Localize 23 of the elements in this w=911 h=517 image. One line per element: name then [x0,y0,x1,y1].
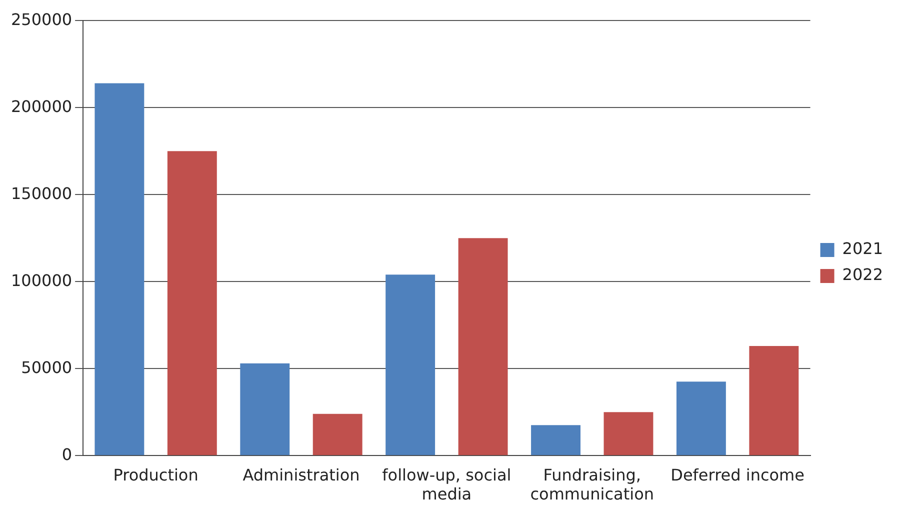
bar [312,414,362,456]
bar [167,151,217,456]
x-tick-label: Fundraising, communication [530,465,654,504]
y-tick-label: 100000 [11,270,72,290]
legend-label: 2021 [842,239,883,258]
bar [676,382,726,456]
y-tick-label: 0 [62,444,72,464]
x-tick-label: Administration [242,465,360,484]
y-tick-label: 50000 [21,358,72,377]
x-tick-label: follow-up, social media [382,465,512,504]
bar [458,238,508,456]
legend-label: 2022 [842,265,883,284]
x-tick-label: Production [113,465,198,484]
x-tick-label: Deferred income [670,465,804,484]
bar [604,412,654,456]
y-tick-label: 250000 [11,10,72,29]
bar [386,274,436,456]
y-tick-label: 150000 [11,184,72,203]
bar [240,363,290,456]
bar [749,346,799,456]
bar [94,83,144,456]
y-tick-label: 200000 [11,96,72,116]
bar [531,425,580,456]
